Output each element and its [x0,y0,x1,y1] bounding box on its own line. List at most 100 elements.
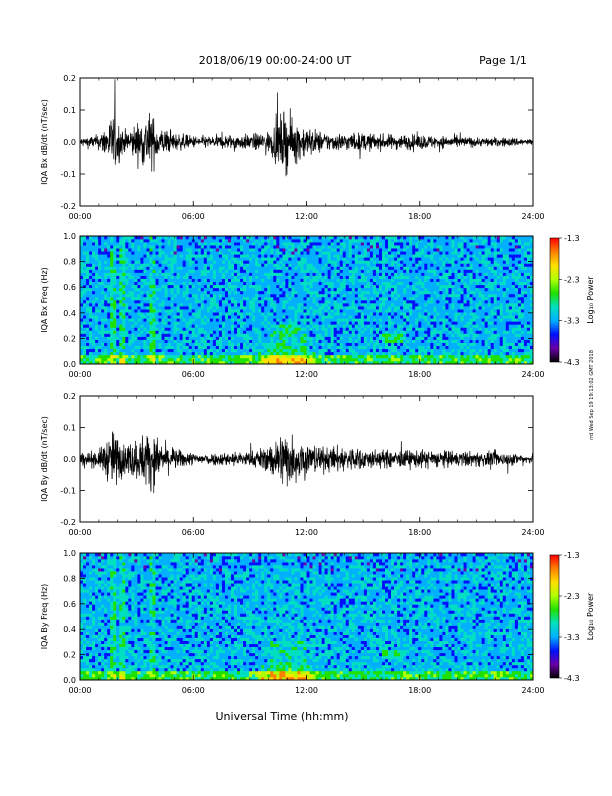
spectrogram-cell [213,242,216,245]
spectrogram-cell [373,248,376,251]
spectrogram-cell [415,288,418,291]
spectrogram-cell [186,260,189,263]
spectrogram-cell [373,236,376,239]
spectrogram-cell [307,245,310,248]
spectrogram-cell [237,270,240,273]
spectrogram-cell [159,270,162,273]
spectrogram-cell [385,334,388,337]
spectrogram-cell [95,257,98,260]
spectrogram-cell [322,248,325,251]
spectrogram-cell [412,242,415,245]
spectrogram-cell [340,294,343,297]
spectrogram-cell [370,282,373,285]
spectrogram-cell [382,327,385,330]
spectrogram-cell [246,263,249,266]
spectrogram-cell [198,276,201,279]
spectrogram-cell [394,343,397,346]
spectrogram-cell [388,303,391,306]
spectrogram-cell [427,321,430,324]
spectrogram-cell [122,242,125,245]
spectrogram-cell [252,303,255,306]
spectrogram-cell [349,257,352,260]
spectrogram-cell [337,309,340,312]
spectrogram-cell [343,324,346,327]
spectrogram-cell [198,297,201,300]
spectrogram-cell [228,330,231,333]
spectrogram-cell [116,340,119,343]
spectrogram-cell [328,312,331,315]
spectrogram-cell [195,263,198,266]
spectrogram-cell [159,285,162,288]
spectrogram-cell [382,236,385,239]
spectrogram-cell [273,248,276,251]
spectrogram-cell [192,276,195,279]
spectrogram-cell [255,343,258,346]
spectrogram-cell [131,358,134,361]
spectrogram-cell [307,349,310,352]
spectrogram-cell [406,306,409,309]
spectrogram-cell [430,309,433,312]
spectrogram-cell [328,294,331,297]
spectrogram-cell [186,352,189,355]
spectrogram-cell [300,321,303,324]
spectrogram-cell [186,285,189,288]
spectrogram-cell [213,334,216,337]
spectrogram-cell [174,251,177,254]
spectrogram-cell [159,300,162,303]
spectrogram-cell [237,297,240,300]
spectrogram-cell [409,273,412,276]
spectrogram-cell [92,330,95,333]
spectrogram-cell [258,346,261,349]
spectrogram-cell [192,334,195,337]
spectrogram-cell [140,355,143,358]
spectrogram-cell [222,273,225,276]
spectrogram-cell [288,337,291,340]
spectrogram-cell [288,355,291,358]
spectrogram-cell [364,355,367,358]
spectrogram-cell [400,334,403,337]
spectrogram-cell [113,263,116,266]
spectrogram-cell [409,239,412,242]
spectrogram-cell [237,239,240,242]
spectrogram-cell [207,285,210,288]
spectrogram-cell [101,242,104,245]
spectrogram-cell [391,306,394,309]
spectrogram-cell [325,254,328,257]
spectrogram-cell [294,236,297,239]
spectrogram-cell [334,324,337,327]
spectrogram-cell [367,337,370,340]
spectrogram-cell [216,303,219,306]
spectrogram-cell [101,270,104,273]
spectrogram-cell [300,337,303,340]
spectrogram-cell [128,297,131,300]
spectrogram-cell [322,334,325,337]
spectrogram-cell [294,346,297,349]
spectrogram-cell [204,300,207,303]
spectrogram-cell [276,349,279,352]
spectrogram-cell [228,306,231,309]
spectrogram-cell [316,330,319,333]
spectrogram-cell [388,266,391,269]
spectrogram-cell [373,343,376,346]
spectrogram-cell [255,303,258,306]
spectrogram-cell [385,337,388,340]
spectrogram-cell [334,260,337,263]
spectrogram-cell [313,297,316,300]
spectrogram-cell [95,330,98,333]
spectrogram-cell [328,263,331,266]
spectrogram-cell [307,285,310,288]
spectrogram-cell [337,294,340,297]
spectrogram-cell [322,346,325,349]
spectrogram-cell [189,327,192,330]
spectrogram-cell [352,358,355,361]
spectrogram-cell [98,352,101,355]
spectrogram-cell [177,300,180,303]
spectrogram-cell [171,324,174,327]
spectrogram-cell [379,324,382,327]
spectrogram-cell [146,294,149,297]
spectrogram-cell [376,358,379,361]
spectrogram-cell [418,324,421,327]
spectrogram-cell [376,303,379,306]
spectrogram-cell [101,334,104,337]
spectrogram-cell [249,260,252,263]
